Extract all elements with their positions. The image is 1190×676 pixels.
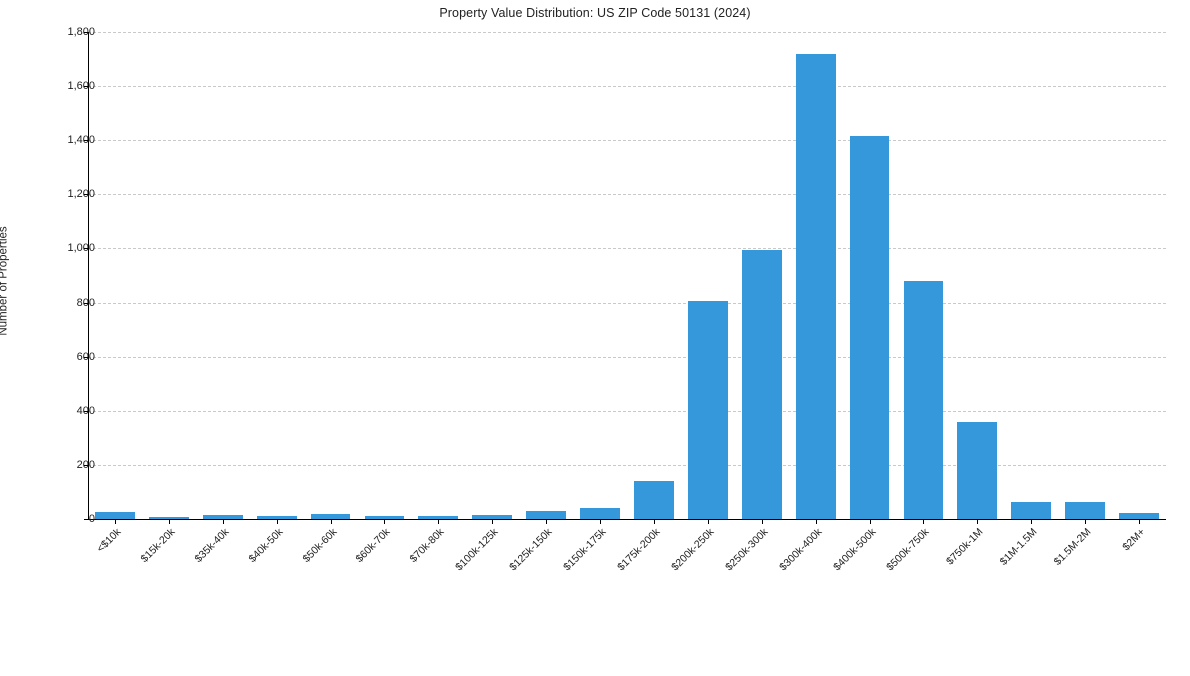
y-axis-tick-mark <box>84 140 89 142</box>
bar <box>472 515 513 519</box>
gridline <box>88 410 1166 412</box>
x-axis-tick-mark <box>707 519 709 524</box>
x-axis-tick-mark <box>977 519 979 524</box>
y-axis-tick-mark <box>84 410 89 412</box>
gridline <box>88 32 1166 33</box>
bar <box>1011 502 1052 519</box>
x-axis-tick-mark <box>815 519 817 524</box>
bar <box>526 511 567 519</box>
y-axis-tick-mark <box>84 519 89 520</box>
bar <box>580 507 620 519</box>
bar <box>256 516 297 519</box>
y-axis-tick-label: 0 <box>88 513 95 525</box>
x-axis-tick-mark <box>653 519 655 524</box>
x-axis-tick-mark <box>168 519 170 524</box>
gridline <box>88 464 1166 466</box>
x-axis-tick-mark <box>114 519 116 524</box>
x-axis-tick-mark <box>492 519 494 524</box>
gridline <box>88 140 1166 142</box>
plot-area <box>88 32 1166 520</box>
x-axis-tick-mark <box>222 519 224 524</box>
x-axis-tick-mark <box>1085 519 1087 524</box>
bar <box>957 421 998 519</box>
x-axis-tick-mark <box>869 519 871 524</box>
bar <box>634 481 674 519</box>
y-axis-tick-mark <box>84 194 89 196</box>
x-axis-tick-mark <box>1139 519 1141 524</box>
x-axis-tick-mark <box>276 519 278 524</box>
x-axis-tick-mark <box>546 519 548 524</box>
x-axis-tick-mark <box>384 519 386 524</box>
bar-series <box>88 32 1166 519</box>
bar <box>795 53 836 519</box>
y-axis-line <box>88 32 89 519</box>
x-axis-tick-mark <box>438 519 440 524</box>
gridline <box>88 519 1166 520</box>
bar <box>418 516 459 519</box>
bar <box>1065 502 1106 519</box>
x-axis-tick-mark <box>600 519 602 524</box>
x-axis-tick-mark <box>761 519 763 524</box>
gridline <box>88 86 1166 88</box>
y-axis-tick-mark <box>84 356 89 358</box>
bar <box>310 514 351 519</box>
bar <box>364 516 405 519</box>
bar <box>148 516 189 519</box>
y-axis-tick-mark <box>84 32 89 33</box>
bar <box>741 250 782 519</box>
bar <box>202 514 243 519</box>
x-axis-tick-mark <box>330 519 332 524</box>
gridline <box>88 194 1166 196</box>
x-axis-tick-mark <box>923 519 925 524</box>
bar <box>687 300 728 519</box>
bar <box>903 281 944 519</box>
chart-title: Property Value Distribution: US ZIP Code… <box>439 6 751 20</box>
bar <box>95 511 135 519</box>
x-axis-tick-mark <box>1031 519 1033 524</box>
y-axis-tick-mark <box>84 464 89 466</box>
bar <box>1119 513 1159 519</box>
y-axis-tick-mark <box>84 248 89 250</box>
gridline <box>88 356 1166 358</box>
y-axis-tick-mark <box>84 302 89 304</box>
bar <box>849 136 890 519</box>
chart-figure: Property Value Distribution: US ZIP Code… <box>0 6 1166 574</box>
y-axis-tick-mark <box>84 86 89 88</box>
gridline <box>88 302 1166 304</box>
gridline <box>88 248 1166 250</box>
